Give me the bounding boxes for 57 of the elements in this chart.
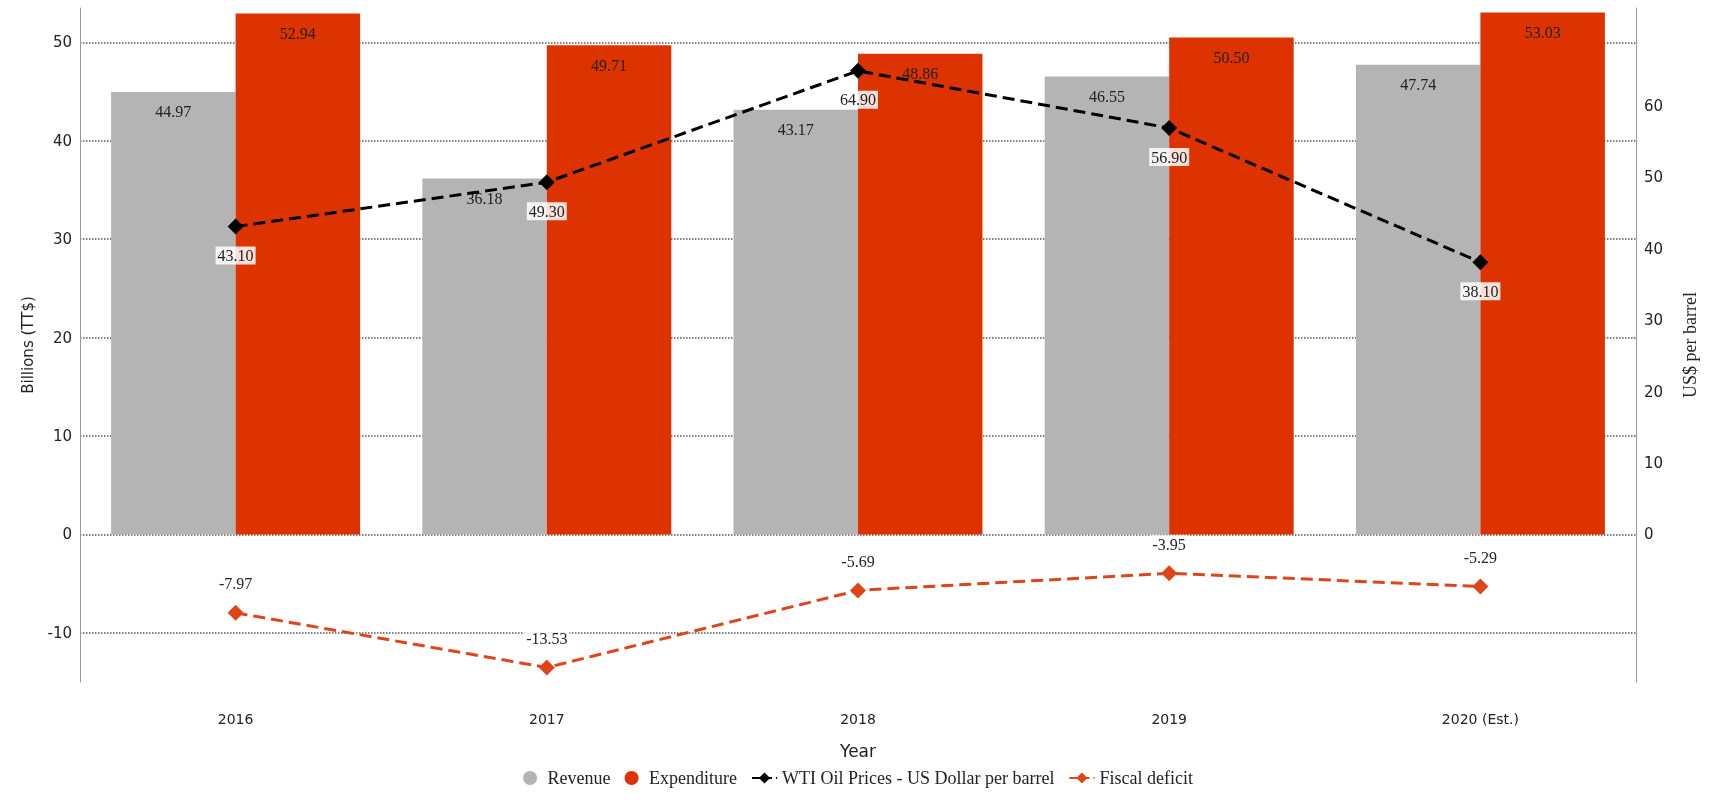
x-axis-title: Year — [839, 740, 876, 761]
data-label: 43.17 — [777, 121, 814, 139]
y2-tick-label: 20 — [1644, 382, 1664, 401]
y2-tick-label: 40 — [1644, 239, 1664, 258]
y2-tick-label: 50 — [1644, 168, 1664, 187]
data-label: 64.90 — [840, 91, 876, 109]
y-tick-label: -10 — [47, 623, 72, 642]
point — [227, 604, 244, 621]
data-label: 52.94 — [279, 25, 316, 43]
data-label: 56.90 — [1151, 148, 1188, 166]
data-label: -5.69 — [841, 552, 875, 570]
x-tick-label: 2020 (Est.) — [1441, 711, 1519, 727]
data-label: 44.97 — [155, 103, 192, 121]
point — [1472, 254, 1489, 271]
x-tick-label: 2016 — [217, 711, 254, 727]
data-label: 49.30 — [528, 202, 565, 220]
point — [227, 218, 244, 235]
y-tick-label: 40 — [52, 131, 72, 150]
point — [1472, 578, 1489, 595]
data-label: 48.86 — [902, 65, 939, 83]
data-label: 38.10 — [1462, 282, 1499, 300]
y2-tick-label: 0 — [1644, 525, 1654, 544]
data-label: -3.95 — [1152, 535, 1186, 553]
point — [850, 62, 866, 79]
y2-tick-label: 30 — [1644, 311, 1664, 330]
point — [1161, 120, 1178, 136]
data-label: 36.18 — [466, 189, 503, 207]
x-tick-label: 2019 — [1151, 711, 1188, 727]
point — [850, 582, 866, 599]
data-label: 53.03 — [1524, 24, 1561, 42]
data-label: -5.29 — [1463, 548, 1498, 566]
x-tick-label: 2017 — [528, 711, 565, 727]
y-tick-label: 30 — [52, 230, 72, 249]
data-label: 47.74 — [1400, 76, 1437, 94]
data-label: -13.53 — [526, 630, 568, 648]
data-label: 46.55 — [1088, 87, 1125, 105]
y-tick-label: 0 — [62, 525, 72, 544]
data-label: 50.50 — [1213, 49, 1250, 67]
data-label: 49.71 — [591, 56, 628, 74]
point — [538, 659, 555, 676]
bar — [733, 109, 858, 535]
y2-tick-label: 10 — [1644, 454, 1664, 472]
y2-axis-title: US$ per barrel — [1680, 292, 1700, 398]
y-tick-label: 20 — [52, 328, 72, 347]
legend-label: Revenue — [547, 768, 611, 788]
y-tick-label: 10 — [52, 427, 72, 446]
data-label: -7.97 — [218, 575, 253, 593]
legend-label: Expenditure — [649, 768, 738, 788]
x-tick-label: 2018 — [840, 711, 876, 727]
point — [538, 174, 555, 191]
legend-label: WTI Oil Prices - US Dollar per barrel — [782, 768, 1055, 788]
point — [1161, 565, 1178, 582]
y2-tick-label: 60 — [1644, 96, 1664, 115]
data-label: 43.10 — [217, 247, 254, 265]
legend-label: Fiscal deficit — [1099, 768, 1193, 788]
y-tick-label: 50 — [52, 33, 72, 52]
y-axis-title: Billions (TT$) — [18, 296, 37, 394]
